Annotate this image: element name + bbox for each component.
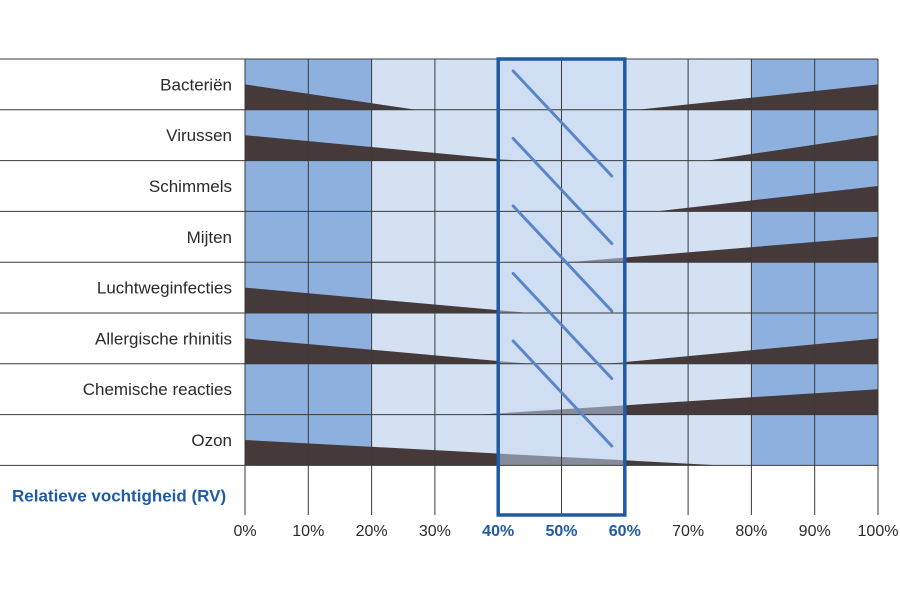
hatch-line-1 <box>511 137 614 245</box>
risk-wedge-0-1 <box>637 84 878 110</box>
x-tick-label-100: 100% <box>858 523 899 540</box>
hatch-line-0 <box>511 69 614 178</box>
risk-wedge-5-0 <box>245 338 530 364</box>
row-label-7: Ozon <box>191 431 232 450</box>
hatch-line-4 <box>511 339 614 448</box>
risk-wedge-0-0 <box>245 84 416 110</box>
risk-wedge-4-0 <box>245 287 530 313</box>
x-tick-label-10: 10% <box>292 523 324 540</box>
hatch-line-3 <box>511 272 614 380</box>
row-label-2: Schimmels <box>149 177 232 196</box>
x-tick-label-90: 90% <box>799 523 831 540</box>
x-axis-title: Relatieve vochtigheid (RV) <box>12 486 226 505</box>
x-tick-label-60: 60% <box>609 523 641 540</box>
x-tick-label-70: 70% <box>672 523 704 540</box>
x-tick-label-40: 40% <box>482 523 514 540</box>
risk-wedge-2-0 <box>656 186 878 212</box>
x-tick-label-0: 0% <box>233 523 256 540</box>
x-tick-label-20: 20% <box>356 523 388 540</box>
x-tick-label-30: 30% <box>419 523 451 540</box>
risk-wedge-6-0 <box>479 389 878 415</box>
optimal-zone-frame <box>496 57 627 517</box>
risk-wedge-1-1 <box>707 135 878 161</box>
row-label-4: Luchtweginfecties <box>97 279 232 298</box>
risk-wedge-5-1 <box>605 338 878 364</box>
risk-wedge-7-0 <box>245 440 720 466</box>
row-label-0: Bacteriën <box>160 75 232 94</box>
row-label-5: Allergische rhinitis <box>95 329 232 348</box>
row-label-6: Chemische reacties <box>83 380 232 399</box>
hatch-line-2 <box>511 204 614 313</box>
row-label-3: Mijten <box>187 228 232 247</box>
risk-wedge-3-0 <box>567 236 878 263</box>
row-label-1: Virussen <box>166 126 232 145</box>
x-tick-label-80: 80% <box>735 523 767 540</box>
x-tick-label-50: 50% <box>545 523 577 540</box>
risk-wedge-1-0 <box>245 135 518 161</box>
